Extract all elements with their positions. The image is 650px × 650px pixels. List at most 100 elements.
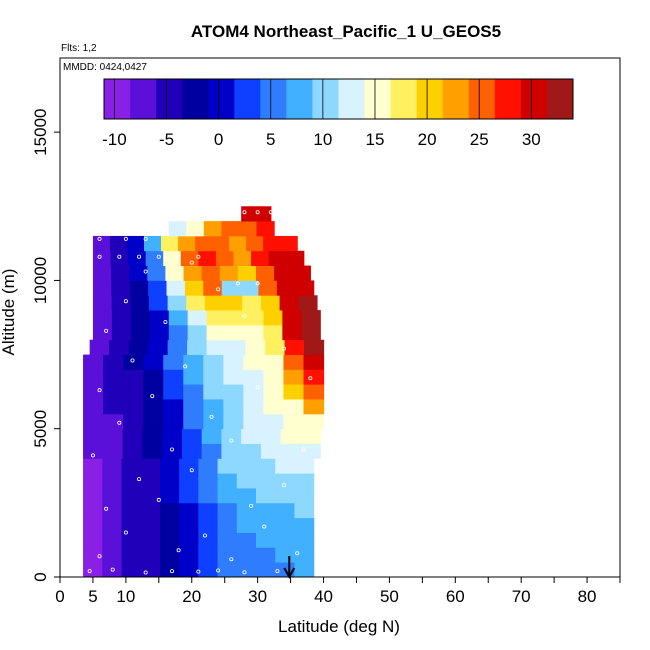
observation-point: [123, 299, 128, 304]
heatmap-cell: [243, 369, 265, 385]
heatmap-cell: [121, 473, 142, 489]
heatmap-cell: [233, 250, 252, 266]
observation-point: [123, 530, 128, 535]
observation-point: [242, 570, 247, 575]
heatmap-cell: [217, 517, 238, 533]
observation-point: [156, 497, 161, 502]
colorbar-swatch: [338, 79, 365, 119]
heatmap-cell: [179, 473, 199, 489]
heatmap-cell: [89, 339, 110, 355]
heatmap-cell: [140, 502, 161, 519]
heatmap-cell: [223, 413, 244, 430]
heatmap-cell: [240, 280, 260, 296]
heatmap-cell: [111, 324, 132, 341]
heatmap-cell: [166, 280, 186, 296]
colorbar-tick-label: 20: [418, 130, 437, 149]
x-axis: 0 5 10 20 30 40 50 60 70 80: [55, 577, 621, 606]
x-tick-label: 40: [314, 587, 333, 606]
heatmap-cell: [300, 443, 321, 459]
colorbar-swatch: [286, 79, 313, 119]
colorbar-tick-label: 5: [266, 130, 275, 149]
heatmap-cell: [183, 354, 204, 370]
heatmap-cell: [140, 458, 161, 474]
heatmap-cell: [102, 562, 123, 578]
heatmap-cell: [294, 473, 315, 489]
colorbar-tick-label: 25: [470, 130, 489, 149]
heatmap-cell: [159, 502, 180, 519]
observation-point: [97, 554, 102, 559]
observation-point: [163, 319, 168, 324]
y-tick-label: 15000: [31, 109, 50, 156]
observation-point: [216, 287, 221, 292]
heatmap-cell: [181, 443, 203, 459]
heatmap-cell: [122, 428, 143, 444]
heatmap-cell: [123, 369, 144, 385]
observation-point: [216, 568, 221, 573]
heatmap-cell: [163, 413, 184, 430]
heatmap-cell: [83, 428, 104, 444]
heatmap-cell: [163, 250, 182, 266]
heatmap-cell: [217, 458, 238, 474]
heatmap-cell: [263, 324, 283, 341]
heatmap-cell: [260, 206, 272, 222]
heatmap-cell: [195, 235, 213, 252]
heatmap-cell: [180, 250, 199, 266]
heatmap-cell: [83, 532, 103, 548]
heatmap-cell: [260, 295, 281, 311]
heatmap-cell: [102, 443, 124, 459]
heatmap-cell: [203, 413, 224, 430]
heatmap-cell: [242, 295, 262, 311]
colorbar-tick-label: -5: [159, 130, 174, 149]
heatmap-cell: [221, 280, 241, 296]
colorbar-swatch: [260, 79, 287, 119]
observation-point: [242, 314, 247, 319]
observation-point: [196, 569, 201, 574]
heatmap-cell: [268, 250, 287, 266]
observation-point: [235, 281, 240, 286]
heatmap-cell: [263, 369, 285, 385]
heatmap-cell: [275, 473, 296, 489]
heatmap-cell: [165, 265, 185, 281]
heatmap-cell: [129, 265, 148, 281]
heatmap-cell: [203, 280, 223, 296]
heatmap-cell: [92, 310, 113, 326]
heatmap-cell: [159, 562, 180, 578]
y-tick-label: 10000: [31, 257, 50, 304]
heatmap-cell: [121, 517, 142, 533]
heatmap-cell: [303, 354, 325, 370]
heatmap-cell: [217, 502, 238, 519]
observation-point: [156, 254, 161, 259]
heatmap-cell: [130, 324, 151, 341]
heatmap-cell: [212, 235, 230, 252]
heatmap-cell: [163, 399, 184, 415]
heatmap-cell: [301, 310, 321, 326]
heatmap-cell: [140, 473, 161, 489]
x-tick-label: 10: [116, 587, 135, 606]
heatmap-cell: [83, 399, 104, 415]
heatmap-cell: [206, 324, 227, 341]
heatmap-cell: [111, 295, 131, 311]
heatmap-cell: [102, 517, 123, 533]
heatmap-cell: [92, 295, 113, 311]
heatmap-cell: [283, 354, 305, 370]
heatmap-cell: [92, 265, 112, 281]
heatmap-cell: [294, 517, 315, 533]
colorbar-swatch: [104, 79, 131, 119]
colorbar-swatch: [130, 79, 157, 119]
heatmap-cell: [303, 384, 325, 400]
heatmap-cell: [143, 384, 164, 400]
heatmap-cell: [223, 369, 244, 385]
chart-title: ATOM4 Northeast_Pacific_1 U_GEOS5: [191, 22, 501, 41]
heatmap-cell: [167, 339, 188, 355]
heatmap-cell: [217, 562, 238, 578]
heatmap-cell: [179, 488, 199, 504]
heatmap-cell: [148, 295, 169, 311]
heatmap-cell: [275, 458, 296, 474]
heatmap-cell: [265, 339, 286, 355]
observation-point: [87, 569, 92, 574]
colorbar-swatch: [208, 79, 235, 119]
heatmap-cell: [243, 399, 265, 415]
heatmap-cell: [283, 384, 305, 400]
heatmap-cell: [187, 310, 208, 326]
